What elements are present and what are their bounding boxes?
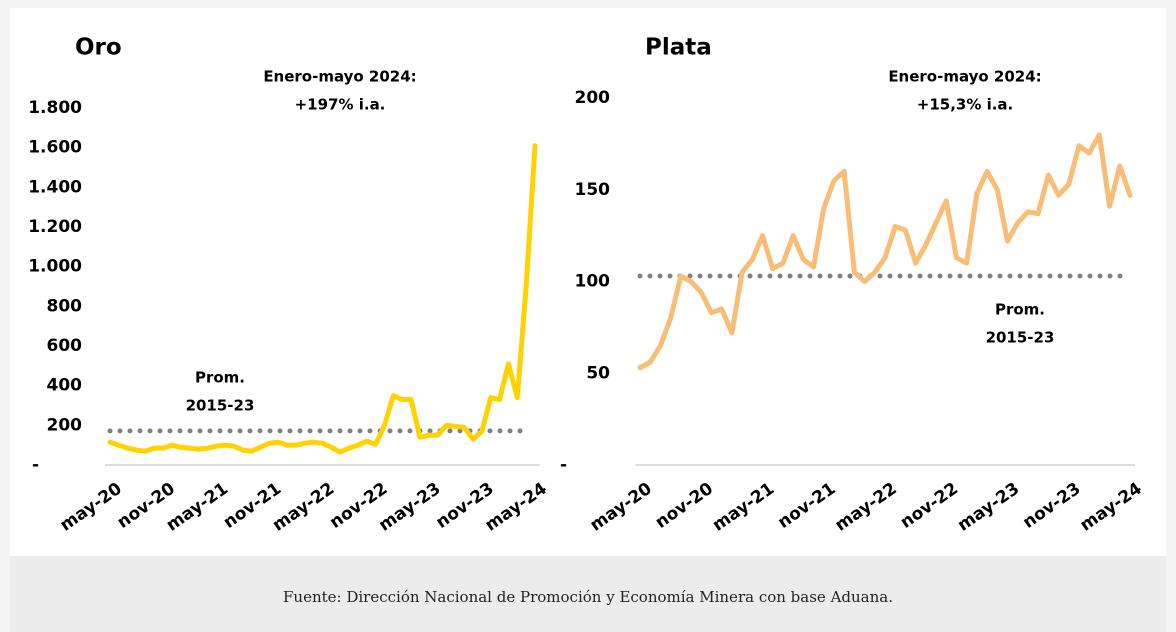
y-tick-label: 800 [47,296,83,316]
y-tick-label: 1.000 [28,257,82,277]
source-band [10,556,1166,632]
annotation: Enero-mayo 2024: [888,68,1041,86]
source: Fuente: Dirección Nacional de Promoción … [283,588,893,606]
y-tick-label: 1.200 [28,217,82,237]
annotation: Enero-mayo 2024: [263,68,416,86]
reference-label: 2015-23 [986,329,1055,347]
reference-label: 2015-23 [186,397,255,415]
y-tick-label: 400 [47,376,83,396]
reference-label: Prom. [195,369,245,387]
y-tick-label: 600 [47,336,83,356]
reference-label: Prom. [995,301,1045,319]
y-tick-label: 1.800 [28,98,82,118]
y-tick-label: 1.600 [28,138,82,158]
y-tick-label: 200 [575,88,611,108]
y-tick-label: 50 [586,363,610,383]
annotation: +15,3% i.a. [917,96,1014,114]
chart-title: Oro [75,35,122,61]
line [637,132,1133,371]
y-tick-label: 1.400 [28,177,82,197]
y-tick-label: - [32,455,39,475]
chart-title: Plata [645,35,712,61]
annotation: +197% i.a. [295,96,386,114]
y-tick-label: 150 [575,180,611,200]
y-tick-label: 200 [47,415,83,435]
y-tick-label: 100 [575,272,611,292]
line [107,143,538,455]
y-tick-label: - [560,455,567,475]
